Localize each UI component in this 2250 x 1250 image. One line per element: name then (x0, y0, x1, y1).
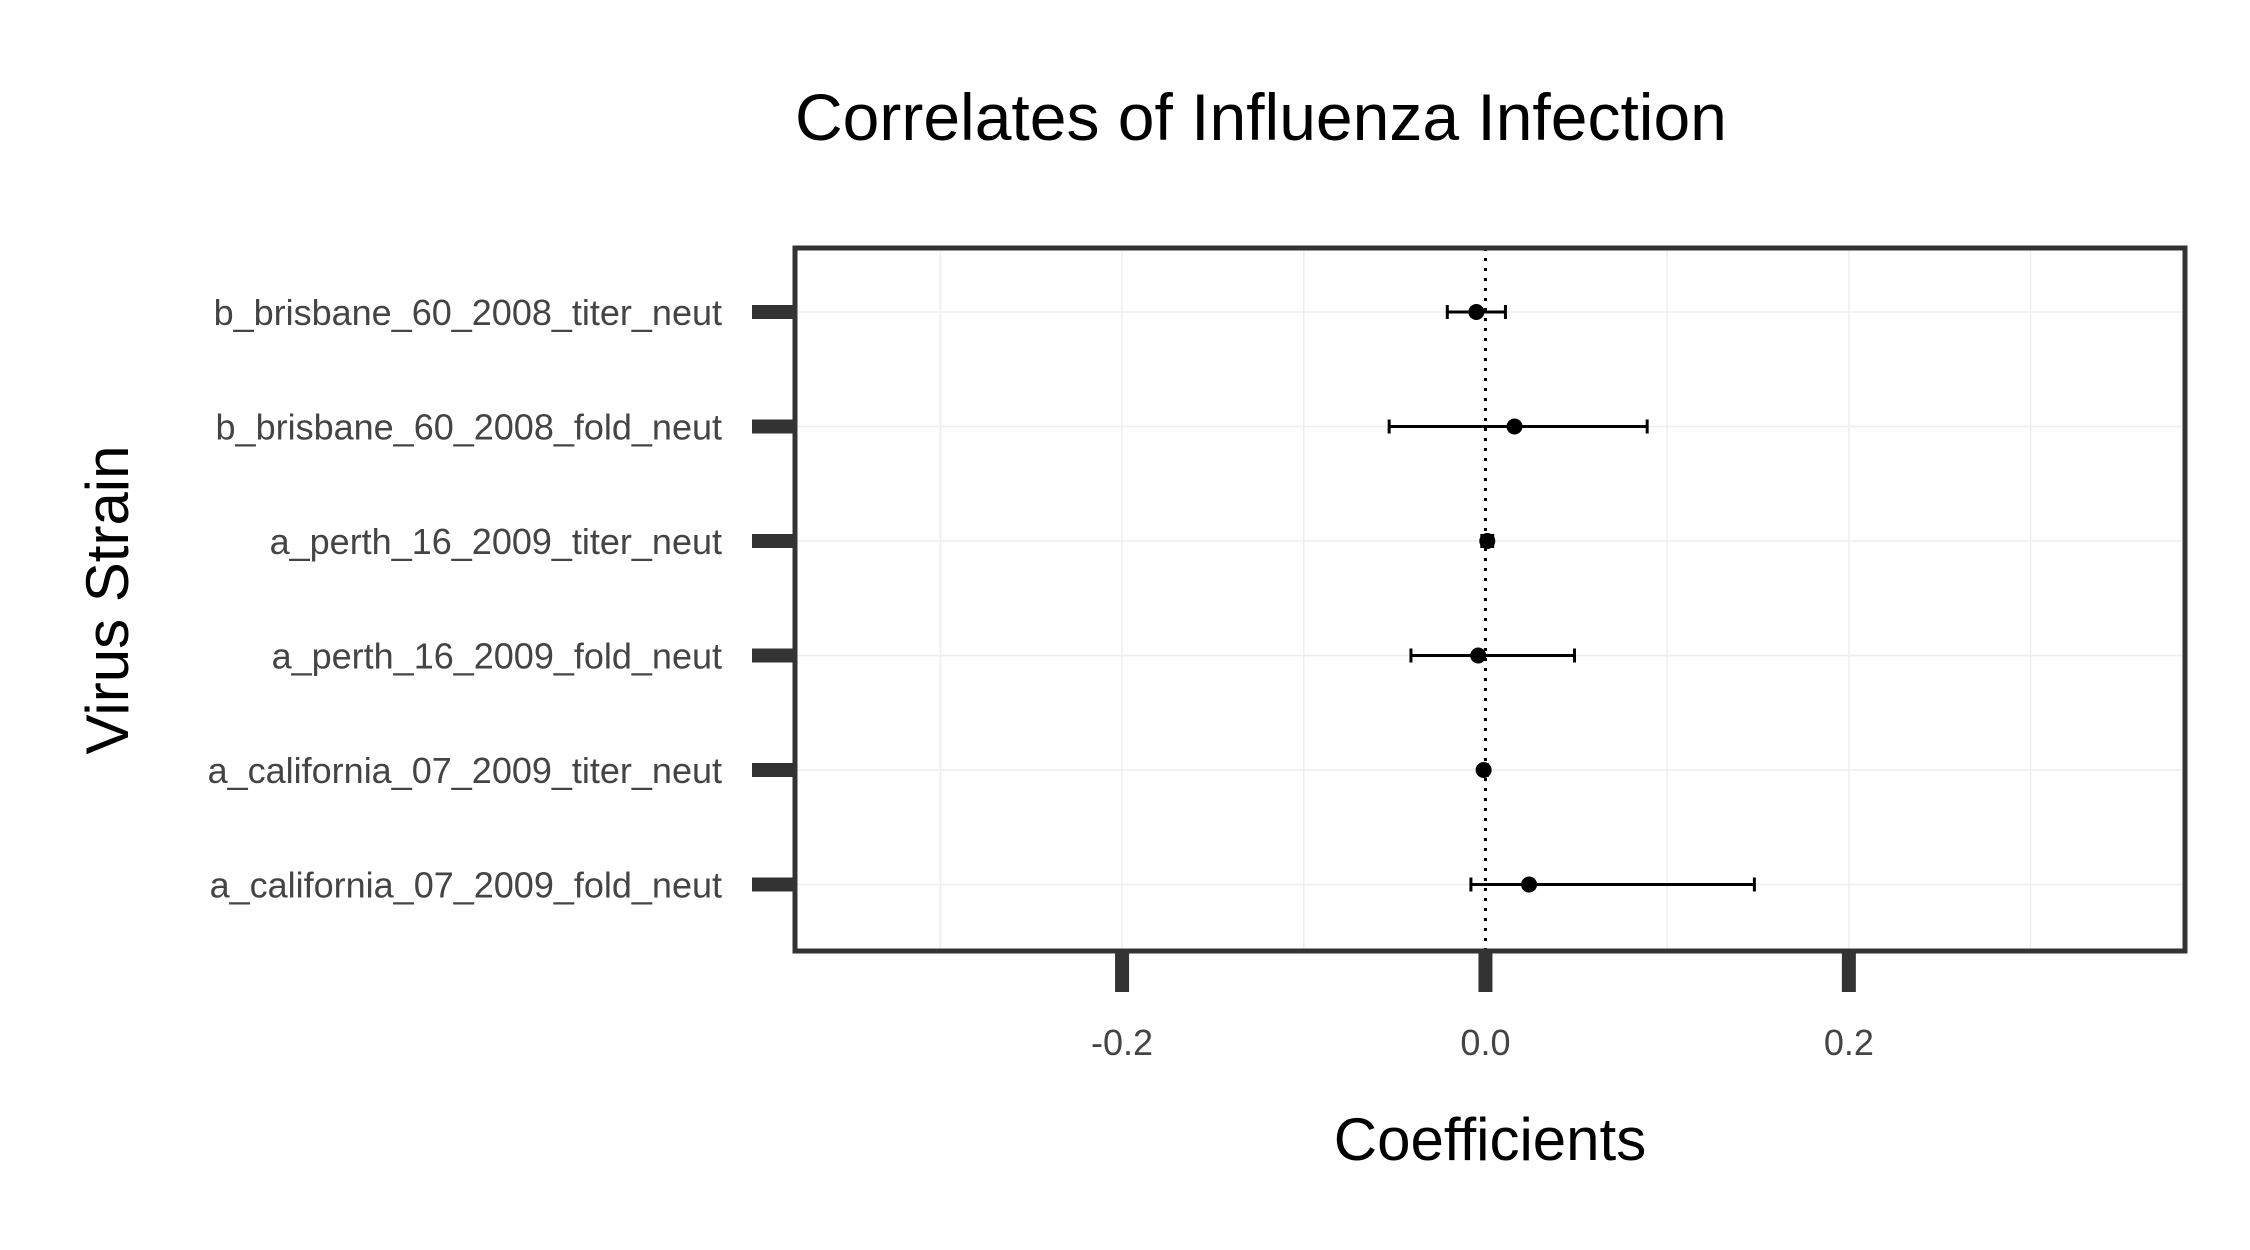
y-tick-label: b_brisbane_60_2008_titer_neut (214, 292, 722, 333)
y-tick-label: b_brisbane_60_2008_fold_neut (216, 407, 722, 448)
y-axis-title: Virus Strain (74, 445, 141, 754)
x-tick-label: -0.2 (1091, 1022, 1153, 1063)
y-tick-label: a_perth_16_2009_titer_neut (270, 521, 722, 562)
y-tick-label: a_california_07_2009_fold_neut (210, 865, 722, 906)
error-bars (1387, 305, 1756, 892)
estimate-point (1468, 304, 1485, 320)
x-axis-title: Coefficients (1334, 1106, 1646, 1173)
x-tick-label: 0.0 (1460, 1022, 1510, 1063)
y-axis-ticks: b_brisbane_60_2008_titer_neut b_brisbane_… (208, 292, 793, 906)
grid-lines (795, 248, 2185, 951)
x-axis-ticks: -0.2 0.0 0.2 (1091, 953, 1874, 1063)
estimate-point (1521, 876, 1538, 893)
plot-panel (792, 245, 2188, 954)
estimate-point (1479, 533, 1496, 549)
estimate-point (1506, 418, 1523, 435)
estimate-points (1468, 304, 1538, 893)
error-bar (1469, 877, 1756, 892)
estimate-point (1475, 762, 1492, 778)
y-tick-label: a_perth_16_2009_fold_neut (272, 636, 722, 677)
x-tick-label: 0.2 (1824, 1022, 1874, 1063)
y-tick-label: a_california_07_2009_titer_neut (208, 750, 722, 791)
chart-title: Correlates of Influenza Infection (795, 80, 1727, 154)
error-bar (1409, 648, 1576, 663)
estimate-point (1470, 647, 1487, 664)
